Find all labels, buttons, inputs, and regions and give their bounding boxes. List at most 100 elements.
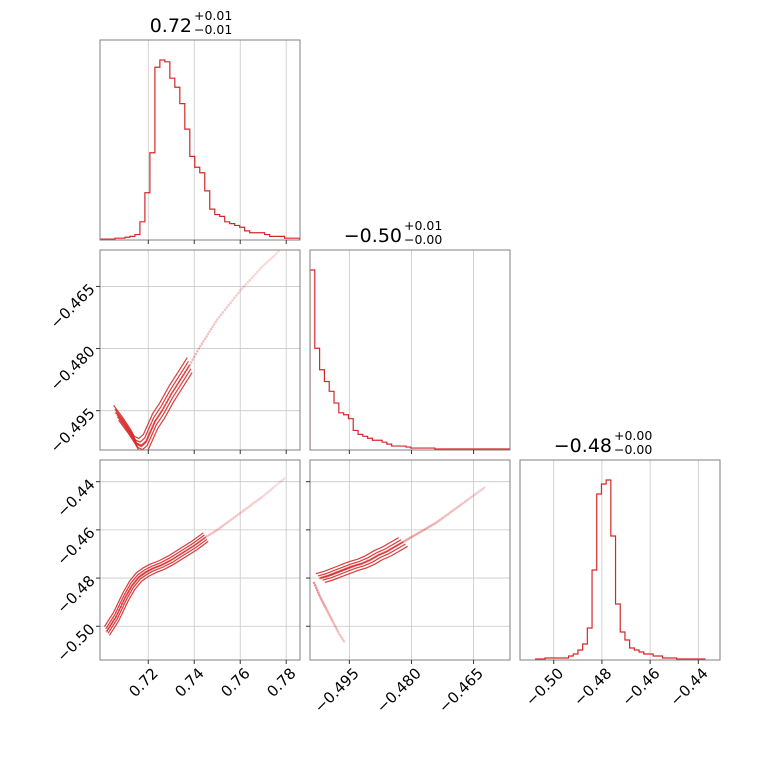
sample-point [203, 337, 207, 341]
sample-point [225, 306, 229, 309]
sample-point [225, 521, 229, 525]
sample-point [223, 522, 227, 526]
sample-point [418, 530, 422, 534]
sample-point [209, 327, 213, 331]
sample-point [191, 358, 195, 361]
sample-point [458, 504, 462, 507]
sample-point [231, 298, 234, 302]
sample-point [430, 523, 434, 527]
sample-point [470, 495, 474, 498]
sample-point [212, 323, 216, 326]
x-tick-label-p2: −0.50 [522, 664, 567, 709]
sample-point [235, 514, 238, 518]
y-tick-label-p1: −0.495 [47, 404, 99, 456]
sample-point [246, 506, 250, 509]
x-tick-label-p2: −0.46 [618, 664, 663, 709]
contours-p0_p1 [113, 357, 193, 450]
sample-point [215, 528, 219, 532]
sample-point [335, 628, 339, 631]
panel-r2-c2 [519, 459, 721, 664]
sample-point [315, 588, 319, 592]
sample-point [325, 608, 328, 611]
x-tick-label-p0: 0.78 [263, 664, 299, 700]
sample-point [273, 485, 277, 488]
sample-point [265, 260, 269, 264]
sample-point [261, 264, 265, 268]
sample-point [254, 500, 257, 504]
sample-point [432, 522, 435, 526]
sample-point [318, 593, 321, 597]
histogram-p2 [535, 479, 706, 660]
panel-content [535, 479, 706, 660]
density-contour [113, 357, 188, 440]
sample-point [459, 503, 463, 506]
sample-point [429, 524, 433, 528]
sample-point [237, 291, 240, 295]
sample-point [483, 486, 486, 489]
histogram-p1 [310, 269, 510, 450]
sample-point [455, 506, 459, 509]
density-contour [324, 545, 408, 583]
sample-point [211, 325, 214, 329]
sample-point [322, 602, 325, 605]
sample-point [414, 533, 417, 536]
sample-point [450, 510, 453, 513]
sample-point [447, 512, 451, 515]
panel-content [312, 486, 486, 643]
sample-point [282, 477, 286, 480]
sample-point [252, 501, 255, 505]
sample-point [472, 494, 475, 497]
sample-point [231, 517, 234, 520]
sample-point [463, 500, 467, 503]
sample-point [454, 507, 457, 510]
panel-grid [348, 250, 474, 450]
sample-point [421, 529, 424, 532]
sample-point [476, 491, 480, 494]
sample-point [221, 524, 225, 527]
sample-point [240, 510, 244, 513]
density-contour [315, 537, 400, 575]
sample-point [242, 508, 246, 512]
title-p0: 0.72 +0.01−0.01 [150, 8, 233, 37]
contours-p0_p2 [103, 532, 209, 636]
sample-point [342, 640, 346, 643]
sample-point [341, 638, 345, 642]
sample-point [314, 586, 318, 590]
sample-point [433, 522, 437, 525]
sample-point [260, 266, 263, 270]
sample-point [332, 622, 336, 625]
sample-point [199, 344, 202, 348]
sample-point [244, 507, 248, 511]
sample-point [439, 518, 442, 521]
sample-point [451, 509, 455, 512]
sample-point [267, 259, 271, 262]
sample-point [192, 355, 196, 359]
sample-point [319, 596, 322, 599]
sample-point [254, 272, 257, 276]
title-p1: −0.50 +0.01−0.00 [344, 218, 443, 247]
sample-point [277, 250, 280, 253]
sample-point [217, 315, 221, 319]
sample-point [466, 498, 470, 501]
sample-point [312, 581, 316, 585]
x-tick-label-p2: −0.48 [570, 664, 615, 709]
sample-point [440, 517, 444, 520]
density-contour [103, 532, 204, 628]
title-lower-error: −0.01 [194, 22, 232, 37]
title-lower-error: −0.00 [614, 442, 652, 457]
scatter-p0_p1 [114, 244, 286, 448]
sample-point [229, 518, 232, 522]
panel-frame [309, 249, 511, 451]
sample-point [283, 244, 286, 247]
sample-point [273, 254, 277, 257]
sample-point [313, 584, 317, 587]
sample-point [437, 519, 441, 522]
sample-point [208, 330, 211, 333]
sample-point [279, 480, 282, 483]
panel-r1-c0 [96, 244, 301, 454]
x-tick-label-p2: −0.44 [667, 664, 712, 709]
sample-point [436, 520, 439, 523]
sample-point [415, 532, 419, 536]
sample-point [205, 335, 208, 338]
sample-point [337, 632, 341, 635]
